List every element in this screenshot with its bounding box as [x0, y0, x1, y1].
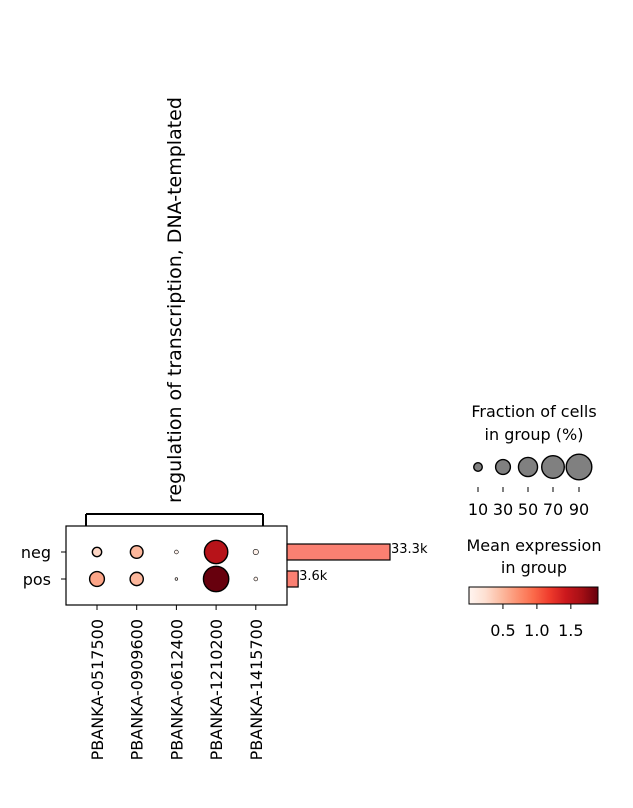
dot-neg-PBANKA-0909600: [129, 544, 144, 560]
column-label-PBANKA-1210200: PBANKA-1210200: [207, 619, 226, 760]
group-count-bars: 33.3k 3.6k: [286, 542, 428, 588]
row-label-pos: pos: [23, 570, 51, 589]
colorbar: [468, 586, 599, 605]
column-label-PBANKA-0612400: PBANKA-0612400: [167, 619, 186, 760]
row-label-neg: neg: [21, 543, 51, 562]
size-legend-title-2: in group (%): [485, 425, 584, 444]
color-legend-title-1: Mean expression: [467, 536, 602, 555]
size-legend-dot-50: [517, 456, 539, 478]
size-legend-title-1: Fraction of cells: [471, 402, 596, 421]
dot-pos-PBANKA-1210200: [202, 565, 230, 593]
dot-pos-PBANKA-0517500: [88, 570, 106, 588]
dot-pos-PBANKA-0612400: [174, 577, 179, 581]
count-bar-neg: [286, 543, 391, 561]
dot-neg-PBANKA-0517500: [91, 546, 103, 558]
colorbar-tick-label-1.5: 1.5: [558, 621, 583, 640]
size-legend-dot-70: [541, 455, 565, 479]
size-legend-label-10: 10: [468, 500, 488, 519]
row-labels: neg pos: [21, 543, 66, 589]
size-legend-label-90: 90: [569, 500, 589, 519]
size-legend-label-50: 50: [518, 500, 538, 519]
size-legend: 10 30 50 70 90: [468, 453, 593, 519]
colorbar-tick-label-0.5: 0.5: [490, 621, 515, 640]
colorbar-ticks: 0.5 1.0 1.5: [490, 604, 584, 640]
dot-neg-PBANKA-1415700: [252, 548, 259, 555]
dots-layer: [88, 539, 259, 593]
column-label-PBANKA-1415700: PBANKA-1415700: [247, 619, 266, 760]
count-bar-pos: [286, 570, 299, 588]
count-label-pos: 3.6k: [299, 569, 328, 584]
dot-pos-PBANKA-0909600: [129, 571, 145, 587]
gene-group-bracket: [85, 513, 264, 526]
size-legend-dot-90: [565, 453, 593, 481]
column-label-PBANKA-0517500: PBANKA-0517500: [88, 619, 107, 760]
colorbar-tick-label-1.0: 1.0: [524, 621, 549, 640]
size-legend-dot-10: [473, 462, 483, 472]
color-legend-title-2: in group: [501, 558, 567, 577]
size-legend-label-70: 70: [543, 500, 563, 519]
column-label-PBANKA-0909600: PBANKA-0909600: [128, 619, 147, 760]
dot-neg-PBANKA-1210200: [203, 539, 229, 565]
column-labels: PBANKA-0517500 PBANKA-0909600 PBANKA-06124…: [88, 605, 266, 760]
dot-neg-PBANKA-0612400: [174, 549, 179, 555]
dotplot-frame: [65, 525, 288, 606]
size-legend-label-30: 30: [493, 500, 513, 519]
size-legend-dot-30: [494, 458, 512, 476]
gene-group-label: regulation of transcription, DNA-templat…: [164, 97, 186, 503]
count-label-neg: 33.3k: [391, 542, 428, 557]
dot-pos-PBANKA-1415700: [253, 576, 259, 582]
